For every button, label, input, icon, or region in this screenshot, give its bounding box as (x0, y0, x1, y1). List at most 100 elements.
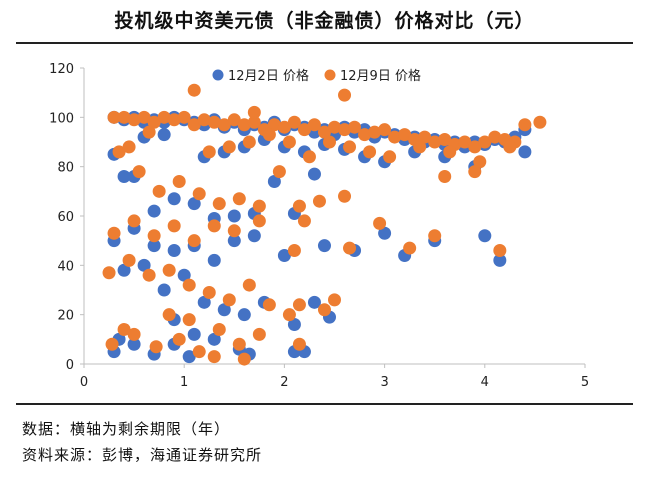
data-point (157, 283, 171, 297)
data-point (192, 345, 206, 359)
data-point (267, 174, 281, 188)
data-point (277, 248, 291, 262)
data-point (197, 113, 211, 127)
data-point (187, 83, 201, 97)
data-point (518, 118, 532, 132)
source-note: 资料来源：彭博，海通证券研究所 (22, 446, 263, 464)
data-point (122, 140, 136, 154)
data-point (147, 115, 161, 129)
x-tick-label: 2 (280, 375, 288, 390)
data-point (167, 113, 181, 127)
data-point (197, 295, 211, 309)
data-point (252, 199, 266, 213)
data-point (267, 118, 281, 132)
data-point (207, 332, 221, 346)
data-point (247, 229, 261, 243)
data-point (152, 184, 166, 198)
data-point (493, 244, 507, 258)
data-point (262, 128, 276, 142)
data-point (147, 229, 161, 243)
scatter-chart: 0 20 40 60 80 100 120 0 1 2 3 4 5 12月2日 价格 12月9日 价格 (49, 62, 589, 390)
x-tick-label: 0 (80, 375, 88, 390)
y-tick-label: 120 (49, 62, 74, 77)
data-point (117, 110, 131, 124)
chart-legend: 12月2日 价格 12月9日 价格 (212, 68, 421, 84)
data-point (307, 118, 321, 132)
data-point (187, 234, 201, 248)
data-point (297, 214, 311, 228)
data-point (317, 303, 331, 317)
data-point (187, 327, 201, 341)
data-point (252, 214, 266, 228)
data-point (117, 170, 131, 184)
data-point (307, 167, 321, 181)
data-point (322, 135, 336, 149)
data-point (149, 340, 163, 354)
data-point (533, 115, 547, 129)
data-point (338, 189, 352, 203)
data-point (468, 165, 482, 179)
data-note: 数据：横轴为剩余期限（年） (22, 420, 231, 438)
data-point (222, 140, 236, 154)
data-point (343, 241, 357, 255)
y-tick-label: 40 (57, 259, 74, 274)
data-point (378, 226, 392, 240)
data-point (302, 150, 316, 164)
data-point (287, 115, 301, 129)
data-point (428, 229, 442, 243)
data-point (348, 120, 362, 134)
data-point (127, 337, 141, 351)
data-point (328, 120, 341, 134)
y-tick-label: 20 (57, 309, 74, 324)
data-point (388, 130, 402, 144)
data-point (317, 125, 331, 139)
data-point (272, 165, 286, 179)
data-point (383, 150, 397, 164)
data-point (147, 204, 161, 218)
data-point (252, 327, 266, 341)
data-point (413, 140, 427, 154)
data-point (277, 120, 291, 134)
data-point (227, 113, 241, 127)
data-point (232, 192, 246, 206)
data-point (247, 115, 261, 129)
y-tick-label: 0 (66, 358, 74, 373)
data-point (177, 268, 191, 282)
data-point (262, 298, 276, 312)
data-point (493, 253, 507, 267)
data-point (137, 110, 151, 124)
x-tick-label: 3 (380, 375, 388, 390)
data-point (105, 337, 119, 351)
data-point (102, 266, 116, 280)
data-point (338, 88, 352, 102)
data-point (473, 155, 487, 169)
data-point (443, 145, 457, 159)
data-point (107, 110, 121, 124)
data-point (182, 313, 196, 327)
data-point (282, 308, 296, 322)
data-point (167, 219, 181, 233)
data-point (127, 327, 141, 341)
data-point (132, 165, 146, 179)
data-point (167, 192, 181, 206)
data-point (207, 115, 221, 129)
data-point (458, 135, 472, 149)
data-point (468, 140, 482, 154)
data-point (282, 135, 296, 149)
data-point (227, 234, 241, 248)
data-point (137, 258, 151, 272)
data-point (343, 140, 357, 154)
series-dec9-points (102, 83, 547, 366)
data-point (488, 130, 502, 144)
data-point (217, 303, 231, 317)
data-point (378, 123, 392, 137)
data-point (438, 170, 452, 184)
data-point (373, 216, 387, 230)
data-point (162, 263, 176, 277)
data-point (187, 118, 201, 132)
data-point (167, 244, 181, 258)
data-point (312, 194, 326, 208)
data-point (217, 118, 231, 132)
data-point (307, 295, 321, 309)
bottom-rule (16, 403, 633, 405)
